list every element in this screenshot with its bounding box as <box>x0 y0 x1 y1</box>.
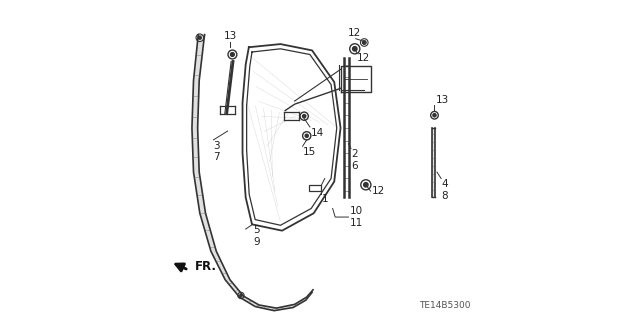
Text: 4
8: 4 8 <box>442 179 449 201</box>
Circle shape <box>230 53 234 56</box>
Circle shape <box>353 47 357 51</box>
Bar <box>309 185 321 191</box>
Text: 3
7: 3 7 <box>213 141 220 162</box>
Polygon shape <box>192 34 313 311</box>
Text: 12: 12 <box>348 28 362 38</box>
Text: 12: 12 <box>372 186 385 196</box>
Text: TE14B5300: TE14B5300 <box>419 301 470 310</box>
Text: 15: 15 <box>303 147 316 157</box>
Text: 1: 1 <box>322 194 328 204</box>
Text: 14: 14 <box>310 128 324 137</box>
Text: 2
6: 2 6 <box>351 149 358 171</box>
Text: 13: 13 <box>435 95 449 105</box>
Text: FR.: FR. <box>195 260 216 272</box>
Polygon shape <box>432 128 435 197</box>
Text: 13: 13 <box>223 31 237 41</box>
Circle shape <box>362 41 366 44</box>
Circle shape <box>198 36 202 39</box>
Text: 5
9: 5 9 <box>253 225 260 247</box>
Text: 12: 12 <box>357 53 371 63</box>
Circle shape <box>433 114 436 117</box>
Circle shape <box>364 182 368 187</box>
Text: 10
11: 10 11 <box>349 206 363 228</box>
Circle shape <box>239 294 242 297</box>
Circle shape <box>305 134 308 137</box>
Circle shape <box>303 115 306 118</box>
